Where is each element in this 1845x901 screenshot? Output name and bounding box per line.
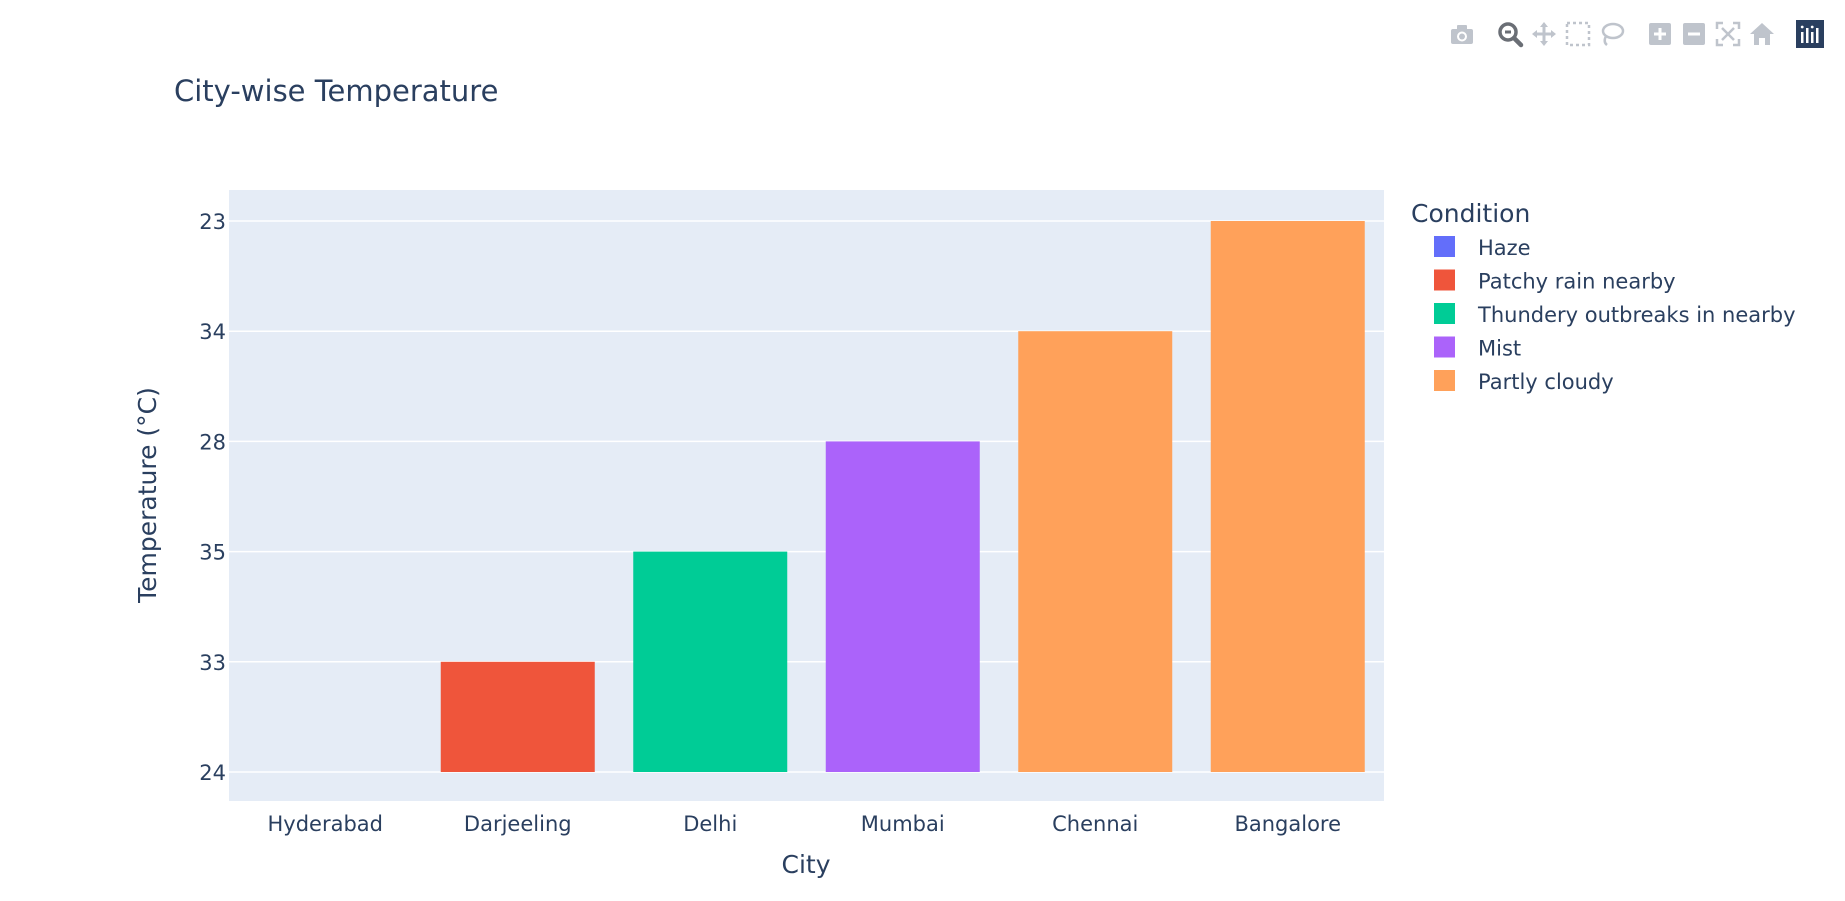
y-tick-label: 33 [199, 651, 226, 675]
y-tick-label: 34 [199, 320, 226, 344]
legend-item[interactable]: Partly cloudy [1434, 370, 1614, 394]
bar-darjeeling[interactable] [440, 661, 595, 772]
x-tick-label: Chennai [1052, 812, 1138, 836]
y-tick-label: 28 [199, 430, 226, 454]
legend-label: Patchy rain nearby [1478, 270, 1676, 294]
y-tick-label: 35 [199, 541, 226, 565]
x-tick-label: Delhi [683, 812, 737, 836]
legend-label: Haze [1478, 236, 1531, 260]
bar-chennai[interactable] [1018, 331, 1173, 772]
gridlines [229, 220, 1384, 773]
x-tick-label: Darjeeling [464, 812, 572, 836]
x-tick-label: Mumbai [861, 812, 945, 836]
legend-swatch [1434, 236, 1455, 257]
legend-label: Mist [1478, 337, 1521, 361]
bar-bangalore[interactable] [1210, 221, 1365, 772]
y-tick-label: 24 [199, 761, 226, 785]
x-tick-label: Hyderabad [268, 812, 384, 836]
bar-mumbai[interactable] [825, 441, 980, 772]
plotly-logo-icon[interactable] [1793, 17, 1827, 51]
legend-label: Partly cloudy [1478, 370, 1614, 394]
pan-icon[interactable] [1527, 17, 1561, 51]
autoscale-icon[interactable] [1711, 17, 1745, 51]
modebar [1445, 16, 1827, 52]
legend-item[interactable]: Haze [1434, 236, 1531, 260]
zoom-in-icon[interactable] [1643, 17, 1677, 51]
zoom-out-icon[interactable] [1677, 17, 1711, 51]
camera-icon[interactable] [1445, 17, 1479, 51]
legend-label: Thundery outbreaks in nearby [1477, 303, 1796, 327]
reset-axes-icon[interactable] [1745, 17, 1779, 51]
bar-delhi[interactable] [633, 551, 788, 772]
legend-item[interactable]: Mist [1434, 336, 1521, 361]
legend: Condition Haze Patchy rain nearby Thundery… [1411, 199, 1796, 394]
legend-swatch [1434, 336, 1455, 358]
box-select-icon[interactable] [1561, 17, 1595, 51]
chart-title: City-wise Temperature [174, 74, 498, 108]
x-axis-ticks: Hyderabad Darjeeling Delhi Mumbai Chennai Ban… [268, 812, 1342, 836]
legend-item[interactable]: Thundery outbreaks in nearby [1434, 303, 1796, 327]
legend-swatch [1434, 370, 1455, 391]
y-tick-label: 23 [199, 210, 226, 234]
legend-swatch [1434, 269, 1455, 291]
x-axis-title: City [782, 850, 831, 879]
zoom-icon[interactable] [1493, 17, 1527, 51]
x-tick-label: Bangalore [1234, 812, 1341, 836]
lasso-icon[interactable] [1595, 17, 1629, 51]
legend-swatch [1434, 303, 1455, 324]
y-axis-title: Temperature (°C) [133, 387, 162, 604]
y-axis-ticks: 24 33 35 28 34 23 [199, 210, 226, 785]
legend-item[interactable]: Patchy rain nearby [1434, 269, 1676, 294]
bars [440, 221, 1365, 772]
legend-title: Condition [1411, 199, 1530, 228]
plot-area [229, 190, 1384, 801]
